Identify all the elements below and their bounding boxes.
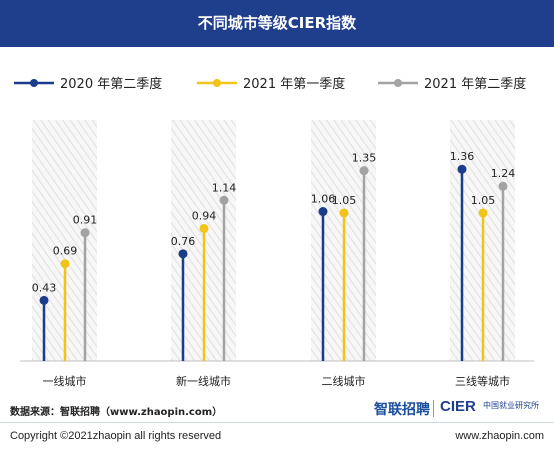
data-label-s2-3: 1.24 xyxy=(491,167,516,180)
point-s0-2 xyxy=(318,207,328,217)
cier-cn-logo: 中国就业研究所 xyxy=(483,401,539,410)
data-label-s1-0: 0.69 xyxy=(53,245,78,258)
data-label-s0-3: 1.36 xyxy=(450,150,475,163)
data-label-s1-3: 1.05 xyxy=(471,194,496,207)
point-s1-1 xyxy=(199,223,209,233)
data-label-s0-0: 0.43 xyxy=(32,281,57,294)
point-s0-3 xyxy=(457,164,467,174)
zhaopin-logo: 智联招聘 xyxy=(374,402,430,418)
legend-label-1: 2021 年第一季度 xyxy=(243,76,345,92)
point-s2-2 xyxy=(359,166,369,176)
website-text: www.zhaopin.com xyxy=(455,430,544,442)
data-label-s2-0: 0.91 xyxy=(73,214,98,227)
copyright-text: Copyright ©2021zhaopin all rights reserv… xyxy=(10,430,222,442)
data-source: 数据来源：智联招聘（www.zhaopin.com） xyxy=(10,407,223,418)
point-s1-2 xyxy=(339,208,349,218)
point-s2-3 xyxy=(498,181,508,191)
footer-divider xyxy=(0,422,554,423)
legend-marker-2 xyxy=(394,79,402,87)
header-bar: 不同城市等级CIER指数 xyxy=(0,0,554,47)
chart-title: 不同城市等级CIER指数 xyxy=(197,14,357,32)
category-label-2: 二线城市 xyxy=(322,374,366,388)
category-label-3: 三线等城市 xyxy=(455,374,510,388)
legend-label-0: 2020 年第二季度 xyxy=(60,76,162,92)
point-s0-1 xyxy=(178,249,188,259)
cier-logo: CIER xyxy=(440,398,476,415)
data-label-s0-1: 0.76 xyxy=(171,235,196,248)
logo-divider xyxy=(433,400,434,417)
data-label-s0-2: 1.06 xyxy=(311,193,336,206)
point-s2-0 xyxy=(80,228,90,238)
point-s2-1 xyxy=(219,195,229,205)
point-s1-0 xyxy=(60,259,70,269)
point-s0-0 xyxy=(39,295,49,305)
data-label-s2-2: 1.35 xyxy=(352,152,377,165)
legend-marker-1 xyxy=(213,79,221,87)
data-label-s1-2: 1.05 xyxy=(332,194,357,207)
category-label-1: 新一线城市 xyxy=(176,374,231,388)
data-label-s1-1: 0.94 xyxy=(192,209,217,222)
legend-marker-0 xyxy=(30,79,38,87)
point-s1-3 xyxy=(478,208,488,218)
data-label-s2-1: 1.14 xyxy=(212,181,237,194)
legend-label-2: 2021 年第二季度 xyxy=(424,76,526,92)
category-label-0: 一线城市 xyxy=(43,374,87,388)
